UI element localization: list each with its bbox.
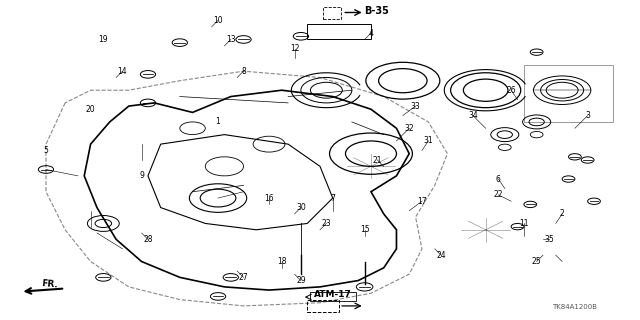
Text: 10: 10: [213, 16, 223, 25]
Text: 18: 18: [277, 257, 287, 266]
Text: 9: 9: [139, 172, 144, 180]
Text: 17: 17: [417, 197, 427, 206]
Text: 5: 5: [44, 146, 49, 155]
Bar: [310, 292, 356, 301]
Text: 11: 11: [519, 219, 529, 228]
Bar: [524, 65, 613, 122]
Bar: [307, 24, 371, 39]
Text: 29: 29: [296, 276, 306, 285]
Text: 7: 7: [330, 194, 335, 203]
Text: 34: 34: [468, 111, 478, 120]
Text: 12: 12: [290, 44, 300, 53]
Text: 31: 31: [424, 136, 433, 146]
Text: 3: 3: [585, 111, 590, 120]
Text: B-35: B-35: [365, 6, 390, 16]
Text: 28: 28: [143, 235, 153, 244]
Text: 19: 19: [99, 35, 108, 44]
Text: 35: 35: [545, 235, 554, 244]
Text: ATM-17: ATM-17: [314, 290, 352, 299]
Text: 25: 25: [532, 257, 541, 266]
Text: 4: 4: [369, 28, 373, 38]
Bar: [323, 7, 341, 19]
Text: TK84A1200B: TK84A1200B: [552, 304, 597, 309]
Text: 33: 33: [411, 101, 420, 111]
Text: 14: 14: [118, 67, 127, 76]
Bar: [307, 300, 339, 312]
Text: 24: 24: [436, 251, 446, 260]
Text: 13: 13: [226, 35, 236, 44]
Text: 32: 32: [404, 124, 414, 133]
Text: 6: 6: [496, 174, 501, 184]
Text: 15: 15: [360, 225, 369, 234]
Text: 21: 21: [372, 156, 382, 164]
Text: 27: 27: [239, 273, 248, 282]
Text: FR.: FR.: [40, 279, 58, 290]
Text: 1: 1: [216, 117, 220, 126]
Text: 2: 2: [560, 209, 564, 219]
Text: 26: 26: [506, 86, 516, 95]
Text: 8: 8: [241, 67, 246, 76]
Text: 30: 30: [296, 203, 306, 212]
Text: 20: 20: [86, 105, 95, 114]
Text: 23: 23: [321, 219, 331, 228]
Text: 22: 22: [493, 190, 503, 199]
Text: 16: 16: [264, 194, 274, 203]
